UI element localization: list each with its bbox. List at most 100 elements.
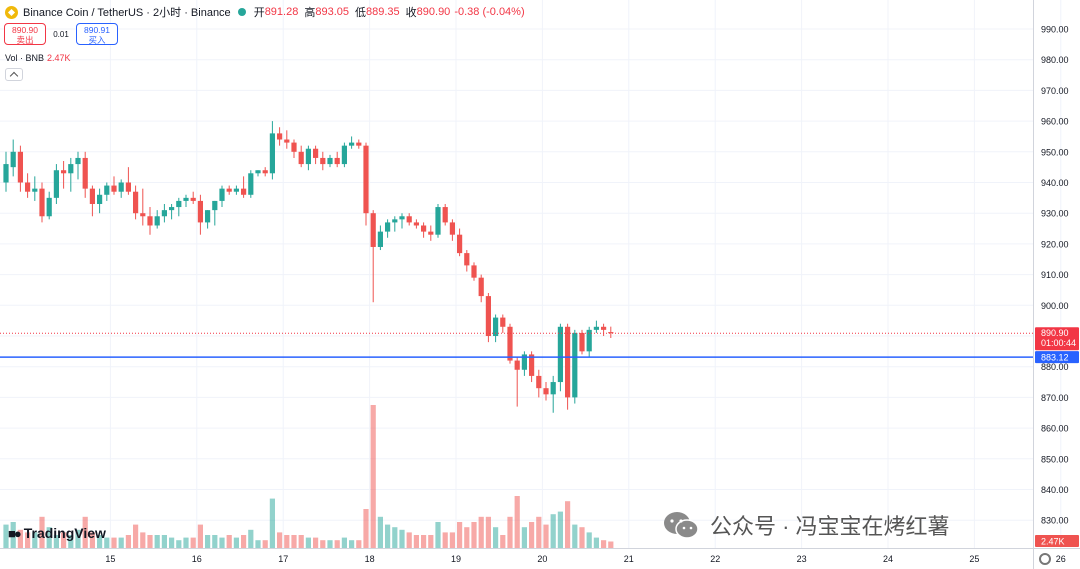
volume-bar [284, 535, 290, 548]
collapse-legend-button[interactable] [5, 68, 23, 81]
x-tick-label: 17 [278, 554, 288, 564]
candle-body [197, 200, 203, 223]
volume-bars [3, 405, 614, 548]
candle-body [262, 170, 268, 174]
candle-body [277, 133, 283, 140]
y-tick-label: 880.00 [1041, 362, 1069, 372]
x-tick-label: 24 [883, 554, 893, 564]
candle-body [97, 194, 103, 204]
candle-body [305, 148, 311, 165]
candle-body [341, 145, 347, 165]
candle-body [550, 382, 556, 395]
candle-body [565, 326, 571, 398]
symbol-title[interactable]: Binance Coin / TetherUS · 2小时 · Binance [23, 7, 231, 19]
candle-body [111, 185, 117, 192]
candle-body [579, 332, 585, 352]
y-tick-label: 980.00 [1041, 55, 1069, 65]
volume-bar [457, 522, 463, 548]
candle-body [586, 329, 592, 352]
volume-bar [442, 532, 448, 548]
tradingview-logo[interactable]: ■● TradingView [8, 525, 106, 541]
candle-body [327, 157, 333, 165]
buy-button[interactable]: 890.91 买入 [76, 23, 118, 45]
y-tick-label: 870.00 [1041, 393, 1069, 403]
candle-body [529, 354, 535, 376]
volume-bar [485, 516, 491, 548]
candle-body [219, 188, 225, 201]
volume-bar [219, 537, 225, 548]
x-tick-label: 26 [1056, 554, 1066, 564]
volume-bar [17, 529, 23, 548]
volume-bar [226, 535, 232, 548]
volume-bar [356, 540, 362, 548]
candle-body [593, 326, 599, 330]
candle-body [212, 200, 218, 211]
volume-bar [111, 537, 117, 548]
y-tick-label: 860.00 [1041, 424, 1069, 434]
candle-body [25, 182, 31, 192]
x-tick-label: 22 [710, 554, 720, 564]
candle-body [183, 197, 189, 201]
sell-button[interactable]: 890.90 卖出 [4, 23, 46, 45]
last-price-tag: 890.90 [1041, 328, 1069, 338]
x-axis-labels: 1516171819202122232425262728 [105, 554, 1066, 564]
y-tick-label: 940.00 [1041, 178, 1069, 188]
y-tick-label: 950.00 [1041, 147, 1069, 157]
market-open-dot-icon [237, 8, 246, 16]
volume-bar [125, 535, 131, 548]
candle-body [39, 188, 45, 217]
candle-body [53, 170, 59, 198]
x-tick-label: 18 [365, 554, 375, 564]
candle-body [413, 222, 419, 226]
candle-body [161, 210, 167, 217]
volume-bar [233, 537, 239, 548]
volume-bar [449, 532, 455, 548]
volume-bar [435, 522, 441, 548]
volume-bar [413, 535, 419, 548]
candle-body [147, 216, 153, 226]
candle-body [125, 182, 131, 192]
candle-body [284, 139, 290, 143]
volume-bar [169, 537, 175, 548]
candle-body [176, 200, 182, 208]
candle-body [269, 133, 275, 174]
candle-body [543, 388, 549, 395]
candle-body [392, 219, 398, 223]
volume-bar [428, 535, 434, 548]
volume-bar [349, 540, 355, 548]
candle-body [363, 145, 369, 214]
candle-body [46, 197, 52, 217]
candle-body [601, 326, 607, 330]
candle-body [521, 354, 527, 370]
volume-bar [197, 524, 203, 548]
settings-gear-icon[interactable] [1039, 553, 1051, 565]
volume-bar [529, 522, 535, 548]
candle-body [334, 157, 340, 165]
candle-body [154, 216, 160, 226]
buy-price: 890.91 [84, 25, 110, 35]
volume-bar [586, 532, 592, 548]
volume-bar [190, 537, 196, 548]
candle-body [399, 216, 405, 220]
volume-bar [327, 540, 333, 548]
candle-body [449, 222, 455, 235]
volume-bar [140, 532, 146, 548]
candle-body [349, 142, 355, 146]
wechat-icon [664, 512, 699, 539]
close-label: 收 [405, 7, 417, 19]
candle-body [205, 210, 211, 223]
candle-body [104, 185, 110, 195]
candle-body [233, 188, 239, 192]
bnb-coin-icon [5, 5, 18, 19]
sell-price: 890.90 [12, 25, 38, 35]
x-tick-label: 19 [451, 554, 461, 564]
volume-bar [320, 540, 326, 548]
volume-bar [392, 527, 398, 548]
volume-bar [464, 527, 470, 548]
candle-body [10, 151, 16, 168]
y-tick-label: 970.00 [1041, 86, 1069, 96]
candle-body [406, 216, 412, 223]
x-tick-label: 21 [624, 554, 634, 564]
x-tick-label: 23 [797, 554, 807, 564]
